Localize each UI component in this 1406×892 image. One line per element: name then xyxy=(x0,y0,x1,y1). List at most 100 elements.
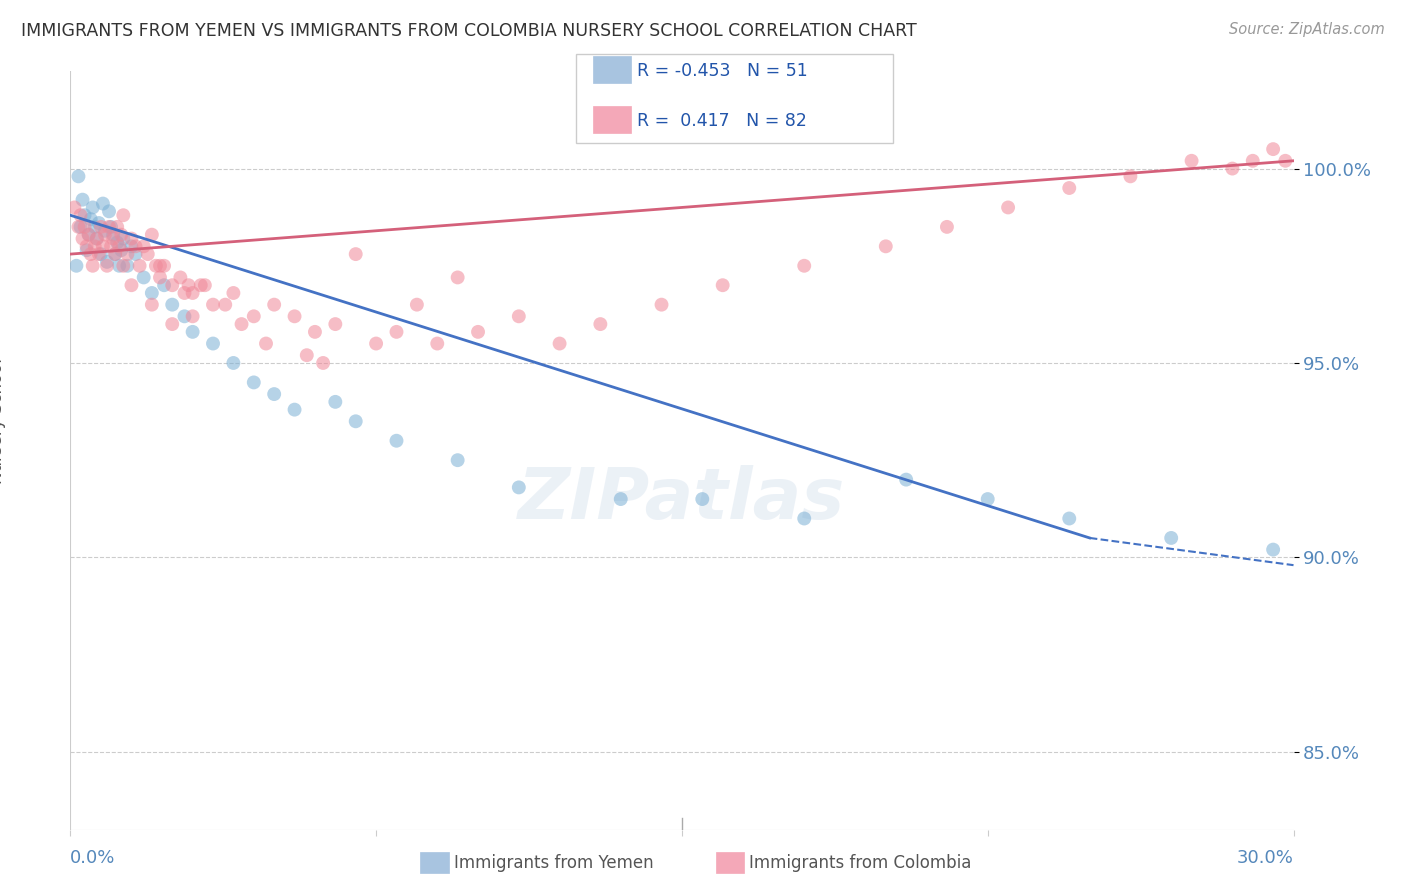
Point xyxy=(149,259,172,273)
Point xyxy=(1057,181,1080,195)
Point xyxy=(976,491,998,506)
Point xyxy=(79,212,103,227)
Point xyxy=(162,278,183,293)
Text: 30.0%: 30.0% xyxy=(1237,849,1294,867)
Point xyxy=(105,219,128,234)
Point xyxy=(202,298,225,312)
Point xyxy=(91,239,114,253)
Point xyxy=(153,278,176,293)
Point xyxy=(508,480,530,494)
Point xyxy=(181,285,204,300)
Point xyxy=(100,219,122,234)
Point xyxy=(121,239,143,253)
Point xyxy=(1181,153,1204,168)
Point xyxy=(222,285,245,300)
Point xyxy=(145,259,167,273)
Point xyxy=(82,201,104,215)
Point xyxy=(112,231,135,245)
Point xyxy=(323,317,347,331)
Point xyxy=(344,414,367,428)
Point xyxy=(426,336,449,351)
Point xyxy=(91,196,114,211)
Point xyxy=(692,491,714,506)
Point xyxy=(222,356,245,370)
Point xyxy=(263,298,285,312)
Point xyxy=(141,298,163,312)
Point xyxy=(202,336,225,351)
Point xyxy=(117,247,139,261)
Point xyxy=(447,453,470,467)
Text: R = -0.453   N = 51: R = -0.453 N = 51 xyxy=(637,62,807,80)
Point xyxy=(141,227,163,242)
Point xyxy=(67,169,90,184)
Point xyxy=(162,298,183,312)
Point xyxy=(875,239,897,253)
Point xyxy=(173,285,195,300)
Point xyxy=(100,239,122,253)
Point xyxy=(69,208,91,222)
Point xyxy=(323,395,347,409)
Point xyxy=(385,325,408,339)
Point xyxy=(1274,153,1296,168)
Point xyxy=(610,491,633,506)
Point xyxy=(96,259,118,273)
Point xyxy=(76,244,98,258)
Point xyxy=(110,227,132,242)
Point xyxy=(86,231,108,245)
Point xyxy=(76,239,98,253)
Point xyxy=(72,193,94,207)
Point xyxy=(548,336,571,351)
Point xyxy=(121,231,143,245)
Point xyxy=(69,219,91,234)
Point xyxy=(112,208,135,222)
Point xyxy=(467,325,489,339)
Point xyxy=(406,298,429,312)
Point xyxy=(108,259,131,273)
Point xyxy=(344,247,367,261)
Point xyxy=(295,348,318,362)
Point xyxy=(117,259,139,273)
Point xyxy=(101,227,124,242)
Point xyxy=(1119,169,1142,184)
Point xyxy=(1220,161,1243,176)
Text: Immigrants from Yemen: Immigrants from Yemen xyxy=(454,854,654,871)
Point xyxy=(153,259,176,273)
Point xyxy=(94,227,117,242)
Point xyxy=(162,317,183,331)
Point xyxy=(793,511,815,525)
Point xyxy=(77,227,100,242)
Point xyxy=(793,259,815,273)
Point xyxy=(94,224,117,238)
Point xyxy=(181,325,204,339)
Point xyxy=(121,278,143,293)
Point xyxy=(82,259,104,273)
Text: R =  0.417   N = 82: R = 0.417 N = 82 xyxy=(637,112,807,130)
Point xyxy=(1241,153,1264,168)
Point xyxy=(86,231,108,245)
Point xyxy=(108,239,131,253)
Point xyxy=(96,255,118,269)
Point xyxy=(1160,531,1182,545)
Text: Source: ZipAtlas.com: Source: ZipAtlas.com xyxy=(1229,22,1385,37)
Point xyxy=(284,310,307,324)
Point xyxy=(90,247,112,261)
Point xyxy=(105,235,128,250)
Point xyxy=(112,259,135,273)
Point xyxy=(141,285,163,300)
Point xyxy=(83,239,105,253)
Point xyxy=(243,310,266,324)
Point xyxy=(194,278,217,293)
Point xyxy=(173,310,195,324)
Point xyxy=(190,278,212,293)
Point xyxy=(104,247,127,261)
Point xyxy=(254,336,277,351)
Text: 0.0%: 0.0% xyxy=(70,849,115,867)
Point xyxy=(87,247,110,261)
Point xyxy=(263,387,285,401)
Point xyxy=(1263,542,1285,557)
Point xyxy=(366,336,388,351)
Point xyxy=(214,298,236,312)
Point xyxy=(304,325,326,339)
Point xyxy=(181,310,204,324)
Text: Nursery School: Nursery School xyxy=(0,359,6,484)
